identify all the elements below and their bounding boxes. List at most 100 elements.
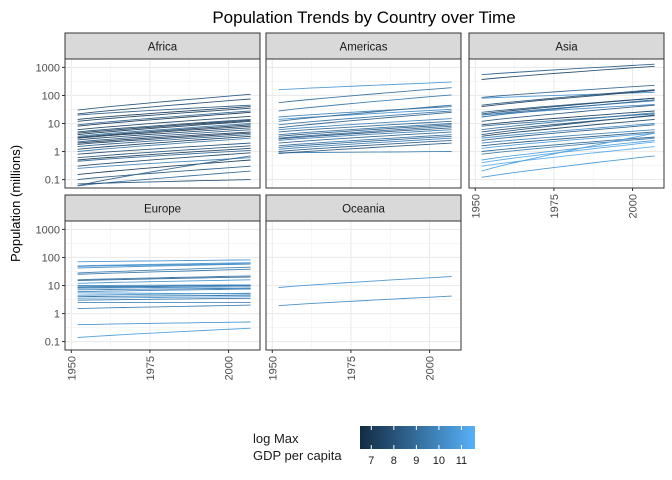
series-line <box>77 135 251 150</box>
legend-tick-label: 9 <box>413 455 419 467</box>
series-line <box>77 288 251 293</box>
series-line <box>77 111 251 127</box>
series-line <box>481 90 655 108</box>
series-line <box>481 89 655 106</box>
series-line <box>278 142 452 154</box>
x-tick-label: 2000 <box>224 356 236 380</box>
series-line <box>481 103 655 116</box>
facet-strip <box>265 194 462 222</box>
panel-border <box>265 220 462 351</box>
series-line <box>278 129 452 141</box>
series-line <box>481 104 655 122</box>
series-line <box>77 131 251 144</box>
series-line <box>278 276 452 288</box>
legend-title-line-1: log Max <box>253 431 299 446</box>
series-line <box>481 97 655 115</box>
series-line <box>481 99 655 118</box>
series-line <box>77 104 251 116</box>
series-line <box>481 132 655 172</box>
series-line <box>77 263 251 269</box>
series-line <box>278 124 452 137</box>
series-line <box>77 106 251 120</box>
series-line <box>77 165 251 181</box>
legend-tick-label: 11 <box>456 455 467 467</box>
facet-strip <box>64 194 261 222</box>
y-tick-label: 10 <box>48 119 60 131</box>
series-line <box>278 135 452 148</box>
facet-strip-label: Africa <box>148 42 178 54</box>
series-line <box>77 266 251 274</box>
series-line <box>481 124 655 141</box>
series-line <box>77 286 251 289</box>
series-line <box>77 115 251 131</box>
series-line <box>278 108 452 120</box>
series-line <box>77 119 251 134</box>
series-line <box>481 84 655 98</box>
panel-border <box>265 58 462 189</box>
series-line <box>77 297 251 301</box>
series-line <box>278 87 452 104</box>
series-line <box>278 104 452 122</box>
series-line <box>278 81 452 91</box>
y-tick-label: 1 <box>54 147 60 159</box>
series-line <box>481 114 655 136</box>
y-tick-label: 0.1 <box>45 337 60 349</box>
facet-strip <box>64 32 261 60</box>
series-line <box>77 157 251 169</box>
series-line <box>77 285 251 288</box>
series-line <box>77 179 251 185</box>
series-line <box>278 118 452 131</box>
series-line <box>481 118 655 137</box>
y-tick-label: 1 <box>54 309 60 321</box>
series-line <box>278 125 452 139</box>
series-line <box>77 134 251 148</box>
series-line <box>77 279 251 284</box>
series-line <box>77 124 251 138</box>
series-line <box>77 321 251 326</box>
series-line <box>481 129 655 144</box>
series-line <box>481 155 655 178</box>
facet-strip-label: Asia <box>555 42 578 54</box>
series-line <box>77 155 251 187</box>
series-line <box>77 98 251 115</box>
series-line <box>278 111 452 129</box>
series-line <box>278 120 452 133</box>
series-line <box>77 263 251 267</box>
series-line <box>77 327 251 338</box>
x-tick-label: 1950 <box>267 356 279 380</box>
series-line <box>77 137 251 152</box>
series-line <box>77 262 251 267</box>
y-tick-label: 0.1 <box>45 175 60 187</box>
series-line <box>77 268 251 275</box>
y-tick-label: 1000 <box>36 62 60 74</box>
series-line <box>77 304 251 310</box>
y-tick-label: 10 <box>48 281 60 293</box>
series-line <box>77 93 251 111</box>
series-line <box>77 149 251 162</box>
x-tick-label: 2000 <box>628 194 640 218</box>
series-line <box>77 284 251 286</box>
series-line <box>278 134 452 147</box>
series-line <box>77 129 251 143</box>
series-line <box>278 127 452 140</box>
series-line <box>481 112 655 131</box>
panel-americas: Americas <box>265 32 462 189</box>
facet-strip <box>265 32 462 60</box>
series-line <box>77 127 251 141</box>
chart-title: Population Trends by Country over Time <box>212 8 515 27</box>
series-line <box>77 118 251 133</box>
x-tick-label: 1950 <box>66 356 78 380</box>
series-line <box>77 120 251 136</box>
panel-border <box>468 58 665 189</box>
legend-tick-label: 8 <box>391 455 397 467</box>
series-line <box>77 147 251 161</box>
facet-strip-label: Americas <box>340 42 388 54</box>
series-line <box>77 287 251 291</box>
series-line <box>481 131 655 147</box>
series-line <box>77 296 251 299</box>
x-tick-label: 1975 <box>145 356 157 380</box>
series-line <box>77 292 251 296</box>
x-tick-label: 1950 <box>470 194 482 218</box>
